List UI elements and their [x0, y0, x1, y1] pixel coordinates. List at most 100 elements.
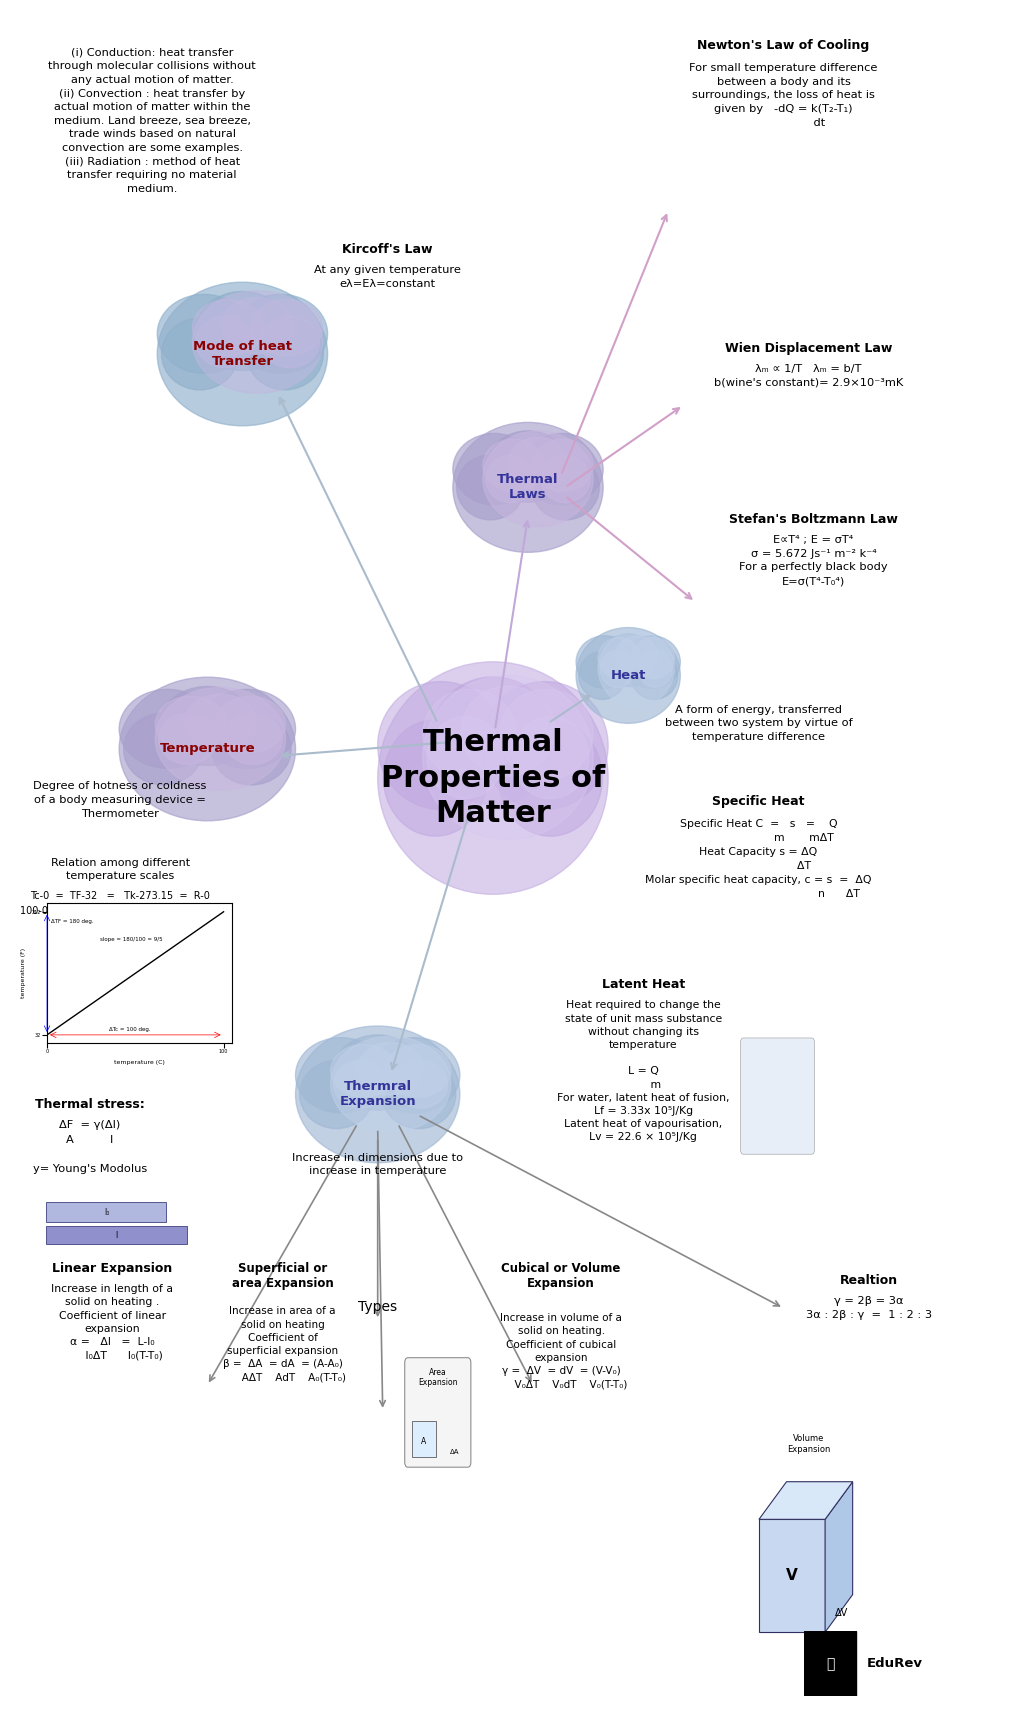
Ellipse shape	[598, 631, 674, 706]
Ellipse shape	[461, 686, 555, 776]
Ellipse shape	[631, 652, 678, 699]
Text: Wien Displacement Law: Wien Displacement Law	[725, 342, 892, 356]
Ellipse shape	[296, 1026, 460, 1163]
Ellipse shape	[223, 713, 283, 764]
Bar	[412, 1421, 436, 1457]
Ellipse shape	[159, 686, 256, 766]
Ellipse shape	[453, 422, 603, 552]
Ellipse shape	[485, 455, 536, 503]
Text: Thermal
Properties of
Matter: Thermal Properties of Matter	[381, 728, 605, 828]
Ellipse shape	[370, 1038, 460, 1113]
Ellipse shape	[296, 1038, 386, 1113]
Ellipse shape	[193, 299, 264, 356]
FancyBboxPatch shape	[740, 1038, 814, 1154]
Ellipse shape	[500, 689, 593, 780]
Text: Mode of heat
Transfer: Mode of heat Transfer	[193, 340, 292, 368]
Text: Thermal
Laws: Thermal Laws	[498, 474, 559, 501]
Text: Specific Heat: Specific Heat	[713, 795, 805, 809]
Text: Increase in volume of a
solid on heating.
Coefficient of cubical
expansion
γ =  : Increase in volume of a solid on heating…	[495, 1313, 628, 1389]
Text: Realtion: Realtion	[840, 1274, 898, 1288]
Text: Heat: Heat	[610, 669, 646, 682]
Text: Degree of hotness or coldness
of a body measuring device =
Thermometer: Degree of hotness or coldness of a body …	[34, 781, 207, 819]
Text: Latent Heat: Latent Heat	[602, 978, 685, 992]
Ellipse shape	[300, 1060, 374, 1129]
Ellipse shape	[199, 689, 296, 768]
Ellipse shape	[598, 638, 640, 679]
Text: A form of energy, transferred
between two system by virtue of
temperature differ: A form of energy, transferred between tw…	[665, 705, 852, 742]
Text: Cubical or Volume
Expansion: Cubical or Volume Expansion	[502, 1262, 621, 1289]
Text: A: A	[421, 1436, 426, 1447]
Ellipse shape	[156, 687, 286, 790]
Ellipse shape	[427, 716, 504, 799]
Ellipse shape	[483, 439, 544, 492]
Text: Relation among different
temperature scales: Relation among different temperature sca…	[50, 858, 189, 881]
Ellipse shape	[623, 636, 680, 689]
Ellipse shape	[385, 1045, 451, 1098]
Text: Tc-0  =  TF-32   =   Tk-273.15  =  R-0
100-0     212-32     373.15-273.15    80-: Tc-0 = TF-32 = Tk-273.15 = R-0 100-0 212…	[20, 891, 220, 917]
Ellipse shape	[532, 439, 593, 492]
Ellipse shape	[196, 291, 289, 371]
Ellipse shape	[541, 455, 591, 503]
Ellipse shape	[119, 689, 216, 768]
Text: At any given temperature
eλ=Eλ=constant: At any given temperature eλ=Eλ=constant	[314, 265, 461, 289]
Ellipse shape	[247, 318, 324, 390]
Text: Thermal stress:: Thermal stress:	[35, 1098, 145, 1112]
Text: Thermral
Expansion: Thermral Expansion	[339, 1081, 416, 1108]
Ellipse shape	[423, 675, 593, 840]
Text: ΔA: ΔA	[451, 1448, 460, 1455]
Ellipse shape	[156, 696, 227, 752]
Ellipse shape	[158, 282, 328, 426]
Ellipse shape	[638, 650, 673, 687]
Ellipse shape	[233, 294, 328, 373]
Ellipse shape	[251, 299, 323, 356]
Text: Newton's Law of Cooling: Newton's Law of Cooling	[697, 39, 869, 53]
Ellipse shape	[453, 433, 536, 504]
Text: Area
Expansion: Area Expansion	[418, 1368, 458, 1387]
Ellipse shape	[577, 628, 680, 723]
Text: Stefan's Boltzmann Law: Stefan's Boltzmann Law	[729, 513, 898, 527]
Ellipse shape	[331, 1045, 396, 1098]
Ellipse shape	[382, 1060, 456, 1129]
Text: λₘ ∝ 1/T   λₘ = b/T
b(wine's constant)= 2.9×10⁻³mK: λₘ ∝ 1/T λₘ = b/T b(wine's constant)= 2.…	[714, 364, 903, 388]
Ellipse shape	[481, 682, 608, 809]
FancyBboxPatch shape	[404, 1358, 471, 1467]
Ellipse shape	[633, 638, 674, 679]
Ellipse shape	[331, 1036, 451, 1132]
Ellipse shape	[600, 650, 634, 687]
Ellipse shape	[457, 455, 524, 520]
Ellipse shape	[423, 689, 516, 780]
Ellipse shape	[577, 636, 634, 689]
Ellipse shape	[119, 677, 296, 821]
Text: γ = 2β = 3α
3α : 2β : γ  =  1 : 2 : 3: γ = 2β = 3α 3α : 2β : γ = 1 : 2 : 3	[806, 1296, 932, 1320]
Text: Kircoff's Law: Kircoff's Law	[342, 243, 433, 256]
Ellipse shape	[429, 677, 556, 805]
Text: Increase in length of a
solid on heating .
Coefficient of linear
expansion
α =  : Increase in length of a solid on heating…	[51, 1284, 173, 1359]
Text: For small temperature difference
between a body and its
surroundings, the loss o: For small temperature difference between…	[689, 63, 878, 128]
Text: Types: Types	[358, 1300, 397, 1313]
Ellipse shape	[221, 298, 293, 354]
Ellipse shape	[196, 316, 254, 368]
Text: Temperature: Temperature	[160, 742, 255, 756]
Ellipse shape	[483, 431, 593, 527]
Text: Heat required to change the
state of unit mass substance
without changing its
te: Heat required to change the state of uni…	[557, 1000, 729, 1142]
Text: Specific Heat C  =   s   =    Q
                          m       mΔT
Heat Capac: Specific Heat C = s = Q m mΔT Heat Capac	[645, 819, 871, 899]
Ellipse shape	[531, 455, 599, 520]
Ellipse shape	[579, 652, 626, 699]
Ellipse shape	[159, 713, 217, 764]
Text: Superficial or
area Expansion: Superficial or area Expansion	[231, 1262, 334, 1289]
Ellipse shape	[383, 720, 487, 836]
Text: Increase in area of a
solid on heating
Coefficient of
superficial expansion
β = : Increase in area of a solid on heating C…	[219, 1306, 346, 1382]
Ellipse shape	[212, 713, 291, 785]
Ellipse shape	[124, 713, 203, 785]
Text: ΔF  = γ(Δl)
A          l

y= Young's Modolus: ΔF = γ(Δl) A l y= Young's Modolus	[33, 1120, 147, 1175]
Ellipse shape	[512, 716, 589, 799]
Ellipse shape	[508, 438, 568, 489]
Ellipse shape	[334, 1060, 388, 1108]
Ellipse shape	[486, 431, 569, 503]
Ellipse shape	[615, 636, 657, 677]
Ellipse shape	[378, 662, 608, 894]
Text: Increase in dimensions due to
increase in temperature: Increase in dimensions due to increase i…	[292, 1153, 463, 1176]
Ellipse shape	[193, 291, 323, 393]
Ellipse shape	[333, 1035, 423, 1110]
Ellipse shape	[378, 682, 505, 809]
